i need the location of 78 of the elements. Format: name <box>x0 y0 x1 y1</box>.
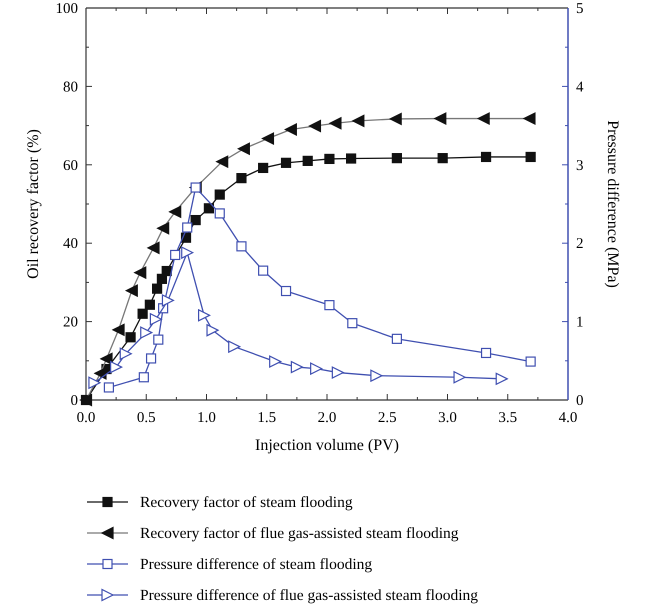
point <box>438 153 448 164</box>
y-tick-label: 20 <box>63 314 78 331</box>
y2-tick-label: 1 <box>576 314 584 331</box>
point <box>269 355 282 368</box>
point <box>280 158 292 168</box>
point <box>302 156 313 166</box>
point <box>153 334 164 345</box>
point <box>88 376 101 389</box>
point <box>204 203 214 214</box>
point <box>140 326 152 339</box>
y2-tick-label: 3 <box>576 158 584 174</box>
y-axis-title: Oil recovery factor (%) <box>25 129 42 279</box>
x-tick-label: 0.0 <box>76 410 96 426</box>
y-tick-label: 40 <box>63 236 78 252</box>
y-tick-label: 80 <box>63 79 78 96</box>
point <box>258 266 268 276</box>
point <box>236 241 247 252</box>
point <box>144 300 155 310</box>
point <box>182 222 192 233</box>
point <box>236 173 247 184</box>
x-tick-label: 1.5 <box>257 410 276 426</box>
point <box>214 189 225 200</box>
point <box>214 208 225 219</box>
point <box>290 360 303 374</box>
point <box>228 340 240 353</box>
point <box>453 371 466 384</box>
point <box>332 366 344 379</box>
point <box>480 152 492 162</box>
point <box>104 382 114 393</box>
x-tick-label: 3.0 <box>438 410 457 426</box>
point <box>110 360 122 374</box>
point <box>125 332 136 342</box>
point <box>181 246 194 259</box>
point <box>146 353 156 364</box>
point <box>392 153 402 164</box>
point <box>324 300 335 310</box>
point <box>526 356 536 367</box>
y2-tick-label: 5 <box>576 1 584 17</box>
point <box>120 348 132 360</box>
point <box>138 308 148 319</box>
point <box>258 162 268 174</box>
point <box>138 372 149 382</box>
x-tick-label: 2.5 <box>378 410 397 426</box>
legend-label: Recovery factor of steam flooding <box>140 494 353 511</box>
y2-tick-label: 0 <box>576 393 584 409</box>
x-tick-label: 0.5 <box>136 410 156 426</box>
point <box>370 370 383 382</box>
legend-label: Recovery factor of flue gas-assisted steam flooding <box>140 525 459 542</box>
point <box>162 266 172 276</box>
x-tick-label: 2.0 <box>318 410 336 426</box>
point <box>347 318 358 328</box>
point <box>310 362 322 375</box>
point <box>392 334 402 344</box>
x-tick-label: 1.0 <box>197 410 216 426</box>
y2-tick-label: 4 <box>576 79 584 96</box>
point <box>190 214 201 226</box>
point <box>496 372 508 385</box>
x-tick-label: 3.5 <box>498 410 518 426</box>
y2-axis-title: Pressure difference (MPa) <box>604 120 621 288</box>
point <box>206 324 219 336</box>
point <box>150 313 162 326</box>
y-tick-label: 100 <box>56 1 78 17</box>
point <box>480 348 492 358</box>
x-tick-label: 4.0 <box>558 410 578 426</box>
point <box>198 309 210 322</box>
point <box>346 153 356 164</box>
point <box>526 152 536 162</box>
point <box>170 250 180 260</box>
x-axis-title: Injection volume (PV) <box>255 437 399 454</box>
point <box>162 294 174 307</box>
point <box>324 154 335 164</box>
y-tick-label: 60 <box>63 158 78 174</box>
y2-tick-label: 2 <box>576 236 584 252</box>
y-tick-label: 0 <box>70 393 78 409</box>
legend-label: Pressure difference of flue gas-assisted steam flooding <box>140 587 478 604</box>
legend-label: Pressure difference of steam flooding <box>140 556 372 573</box>
point <box>152 284 162 294</box>
point <box>280 286 292 296</box>
